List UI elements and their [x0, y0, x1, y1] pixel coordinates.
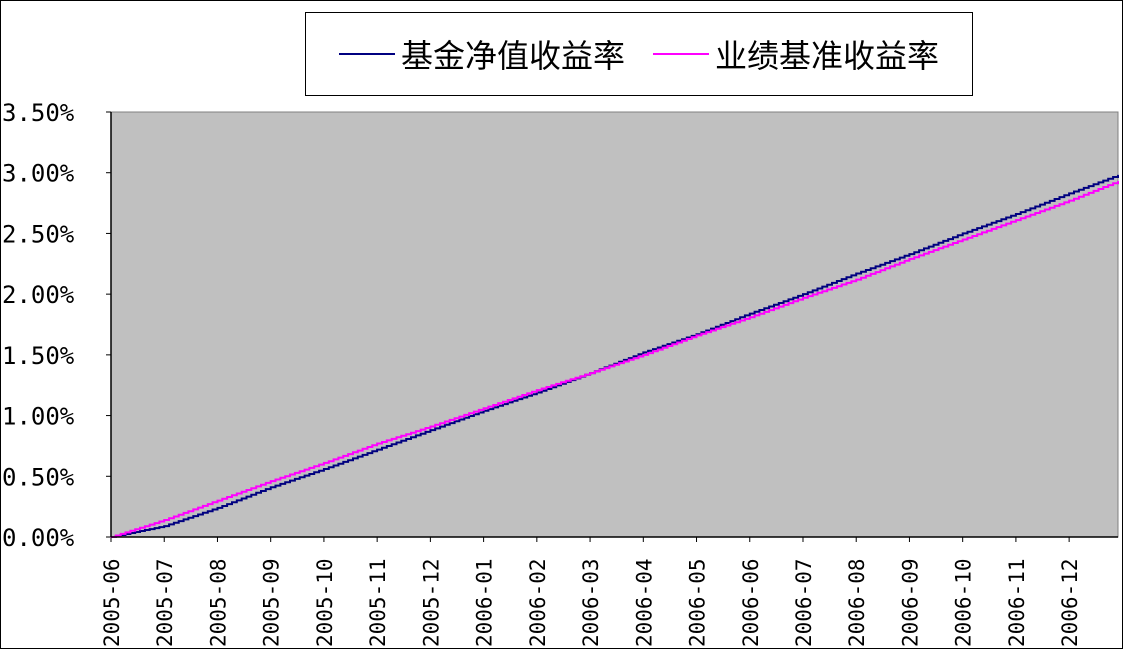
y-tick-label: 1.50%	[2, 342, 75, 370]
data-point	[376, 448, 378, 451]
data-point	[536, 389, 538, 391]
x-tick-label: 2005-09	[260, 558, 284, 647]
x-tick-label: 2006-03	[579, 558, 603, 647]
x-tick-label: 2005-11	[366, 558, 390, 647]
x-tick-label: 2006-11	[1005, 558, 1029, 647]
y-tick-label: 2.50%	[2, 220, 75, 248]
data-point	[695, 334, 698, 337]
data-point	[429, 425, 431, 428]
legend: 基金净值收益率 业绩基准收益率	[305, 12, 973, 96]
y-tick-label: 3.00%	[2, 160, 75, 188]
data-point	[216, 499, 219, 502]
data-point	[855, 272, 857, 275]
legend-item-benchmark: 业绩基准收益率	[653, 31, 939, 77]
x-tick-label: 2005-06	[100, 558, 124, 647]
data-point	[642, 351, 644, 354]
x-tick-label: 2006-01	[473, 558, 497, 647]
x-axis-ticks: 2005-06 2005-07 2005-08 2005-09 2005-10 2005-…	[100, 537, 1082, 647]
y-axis-ticks: 0.00% 0.50% 1.00% 1.50% 2.00% 2.50% 3.00% 3.50%	[2, 99, 111, 552]
data-point	[1117, 174, 1119, 176]
data-point	[163, 519, 165, 521]
y-tick-label: 2.00%	[2, 281, 75, 309]
x-tick-label: 2006-06	[739, 558, 763, 647]
data-point	[483, 407, 485, 409]
series-line-benchmark	[111, 181, 1119, 538]
data-point	[962, 232, 964, 235]
x-tick-label: 2005-07	[153, 558, 177, 647]
data-point	[802, 293, 804, 295]
data-point	[642, 354, 644, 356]
x-tick-label: 2005-08	[206, 558, 230, 647]
y-tick-label: 3.50%	[2, 99, 75, 127]
series-line-fund-nav	[111, 175, 1119, 538]
x-tick-label: 2005-12	[419, 558, 443, 647]
data-point	[163, 525, 165, 527]
x-tick-label: 2006-10	[952, 558, 976, 647]
data-point	[270, 486, 272, 488]
data-point	[749, 312, 751, 315]
x-tick-label: 2006-09	[898, 558, 922, 647]
data-point	[589, 372, 591, 374]
data-point	[270, 480, 272, 482]
plot-area	[110, 111, 1119, 538]
data-point	[802, 297, 804, 299]
x-tick-label: 2006-04	[632, 558, 656, 647]
data-point	[855, 278, 857, 281]
x-tick-label: 2006-02	[526, 558, 550, 647]
data-point	[323, 462, 325, 464]
data-point	[908, 258, 911, 260]
x-tick-label: 2006-12	[1058, 558, 1082, 647]
data-point	[429, 429, 431, 431]
y-tick-label: 1.00%	[2, 403, 75, 431]
y-tick-label: 0.50%	[2, 463, 75, 491]
data-point	[962, 238, 964, 241]
legend-label-fund-nav: 基金净值收益率	[400, 37, 625, 75]
legend-label-benchmark: 业绩基准收益率	[715, 37, 940, 75]
data-point	[1068, 192, 1070, 194]
data-point	[1068, 200, 1070, 202]
data-point	[908, 253, 911, 255]
legend-item-fund-nav: 基金净值收益率	[338, 31, 625, 77]
data-point	[216, 507, 219, 509]
data-point	[323, 468, 325, 470]
data-point	[1117, 180, 1119, 182]
x-tick-label: 2006-08	[845, 558, 869, 647]
y-tick-label: 0.00%	[2, 524, 75, 552]
data-point	[1015, 213, 1017, 215]
x-tick-label: 2006-07	[792, 558, 816, 647]
data-point	[749, 316, 751, 318]
data-point	[1015, 219, 1017, 221]
legend-swatch-benchmark	[653, 53, 709, 55]
data-point	[376, 442, 378, 445]
legend-swatch-fund-nav	[338, 53, 395, 55]
x-tick-label: 2006-05	[686, 558, 710, 647]
x-tick-label: 2005-10	[313, 558, 337, 647]
series-layer	[110, 174, 1119, 538]
